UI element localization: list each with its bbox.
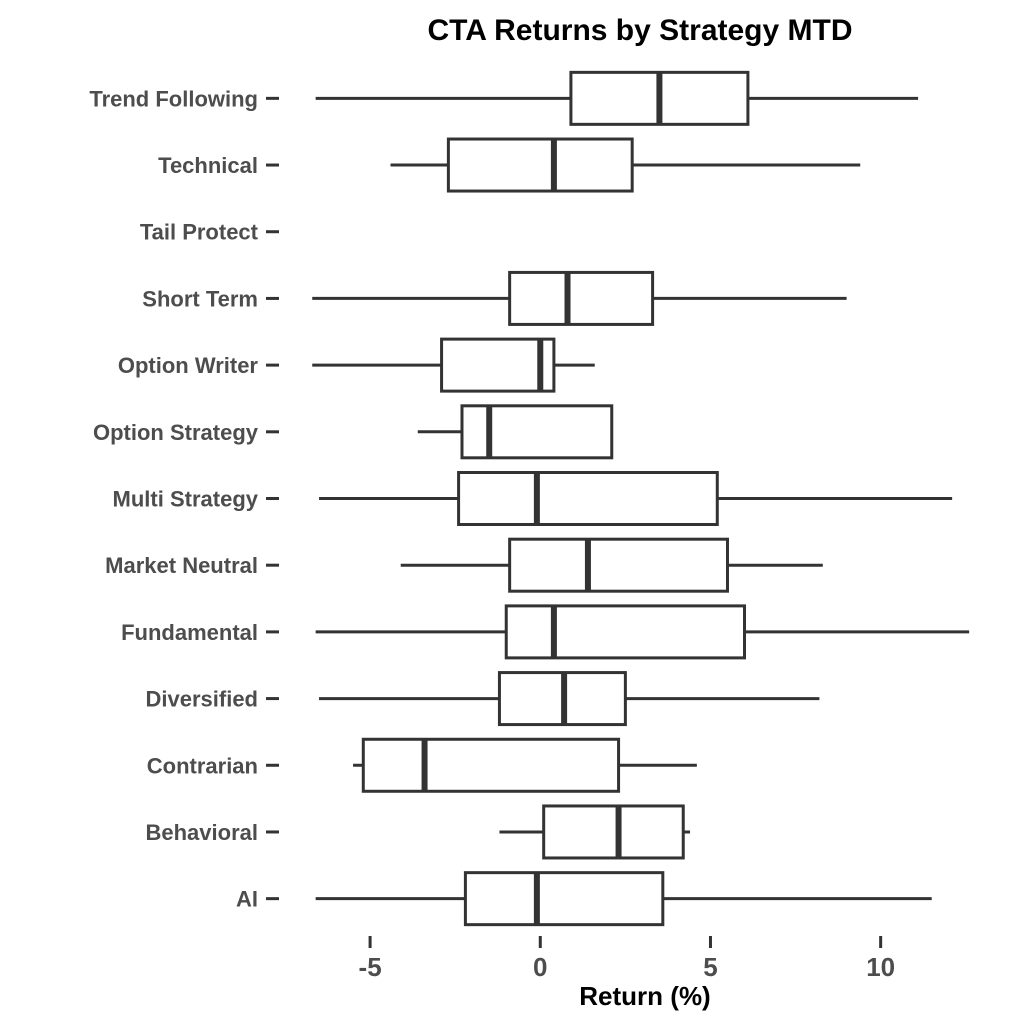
x-tick-label-5: 5	[703, 952, 717, 982]
x-axis-title: Return (%)	[579, 981, 710, 1011]
category-label-option-strategy: Option Strategy	[93, 420, 259, 445]
iqr-box-option-strategy	[460, 404, 614, 460]
category-label-fundamental: Fundamental	[121, 620, 258, 645]
category-label-market-neutral: Market Neutral	[105, 553, 258, 578]
chart-title: CTA Returns by Strategy MTD	[427, 14, 852, 47]
iqr-box-ai	[463, 871, 665, 927]
iqr-box-behavioral	[542, 804, 685, 860]
iqr-box-contrarian	[361, 737, 621, 793]
category-label-tail-protect: Tail Protect	[140, 220, 259, 245]
category-label-multi-strategy: Multi Strategy	[113, 487, 259, 512]
iqr-box-fundamental	[504, 604, 747, 660]
category-label-ai: AI	[236, 887, 258, 912]
x-tick-label-0: 0	[533, 952, 547, 982]
iqr-box-market-neutral	[508, 537, 729, 593]
x-tick-label-10: 10	[866, 952, 895, 982]
category-label-option-writer: Option Writer	[118, 353, 259, 378]
category-label-short-term: Short Term	[142, 286, 258, 311]
category-label-trend-following: Trend Following	[89, 86, 258, 111]
category-label-technical: Technical	[158, 153, 258, 178]
iqr-box-short-term	[508, 270, 655, 326]
category-label-contrarian: Contrarian	[147, 753, 258, 778]
category-label-behavioral: Behavioral	[146, 820, 259, 845]
chart-canvas: Trend Following Technical Tail Protect Shor…	[89, 70, 970, 982]
iqr-box-technical	[446, 137, 634, 193]
category-label-diversified: Diversified	[146, 687, 259, 712]
iqr-box-option-writer	[440, 337, 556, 393]
x-tick-label--5: -5	[359, 952, 382, 982]
iqr-box-multi-strategy	[457, 471, 719, 526]
